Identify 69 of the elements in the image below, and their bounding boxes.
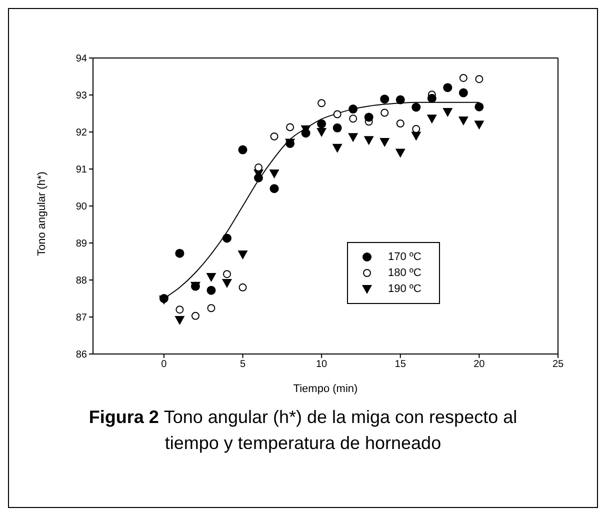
x-tick-label: 10 [316, 359, 328, 370]
point [348, 104, 358, 114]
point [175, 248, 184, 258]
point [458, 116, 468, 126]
point [332, 144, 342, 153]
x-tick-label: 20 [474, 359, 486, 370]
y-tick-label: 94 [76, 54, 88, 65]
point [317, 119, 326, 128]
point [238, 250, 248, 260]
point [222, 270, 231, 278]
point [442, 108, 453, 118]
point [191, 312, 200, 320]
y-tick-label: 86 [76, 350, 88, 361]
y-tick-label: 87 [76, 312, 88, 324]
x-tick-label: 0 [161, 359, 168, 370]
point [176, 306, 184, 314]
point [458, 88, 468, 98]
point [270, 184, 279, 194]
point [380, 138, 390, 147]
point [475, 75, 484, 84]
point [238, 145, 248, 154]
y-tick-label: 91 [76, 164, 88, 176]
point [474, 120, 484, 130]
point [318, 99, 326, 108]
point [269, 169, 280, 178]
x-axis-title: Tiempo (min) [293, 383, 358, 395]
point [380, 94, 390, 104]
point [380, 108, 389, 117]
point [396, 95, 405, 104]
point [443, 83, 452, 92]
y-tick-label: 92 [76, 128, 88, 139]
legend-label: 170 ºC [388, 250, 422, 265]
point [474, 102, 484, 112]
point [333, 110, 342, 118]
point [222, 278, 232, 288]
legend-label: 190 ºC [388, 282, 422, 297]
point [174, 316, 185, 325]
point [412, 102, 421, 112]
point [301, 128, 310, 138]
x-tick-label: 5 [240, 359, 246, 370]
point [395, 148, 406, 158]
point [364, 112, 374, 122]
text: Figura 2 [88, 407, 160, 427]
point [316, 128, 327, 137]
y-tick-label: 90 [76, 202, 88, 213]
legend-label: 180 ºC [388, 266, 422, 281]
point [426, 114, 437, 124]
point [459, 74, 468, 82]
point [364, 136, 374, 146]
point [270, 132, 278, 140]
point [222, 234, 232, 243]
x-tick-label: 15 [394, 359, 406, 370]
point [348, 133, 358, 142]
text: Tono angular (h*) de la miga con respecto al tiempo y temperatura de horneado [164, 407, 518, 453]
y-tick-label: 93 [76, 90, 88, 102]
point [332, 123, 342, 132]
y-axis-title: Tono angular (h*) [36, 172, 48, 256]
point [207, 304, 216, 312]
point [254, 173, 264, 182]
point [396, 119, 404, 128]
x-tick-label: 25 [552, 359, 564, 370]
y-tick-label: 88 [76, 276, 88, 287]
y-tick-label: 89 [76, 238, 88, 250]
point [206, 273, 216, 282]
point [286, 123, 294, 132]
point [206, 286, 216, 295]
point [349, 114, 358, 123]
point [427, 94, 436, 103]
point [238, 283, 247, 292]
